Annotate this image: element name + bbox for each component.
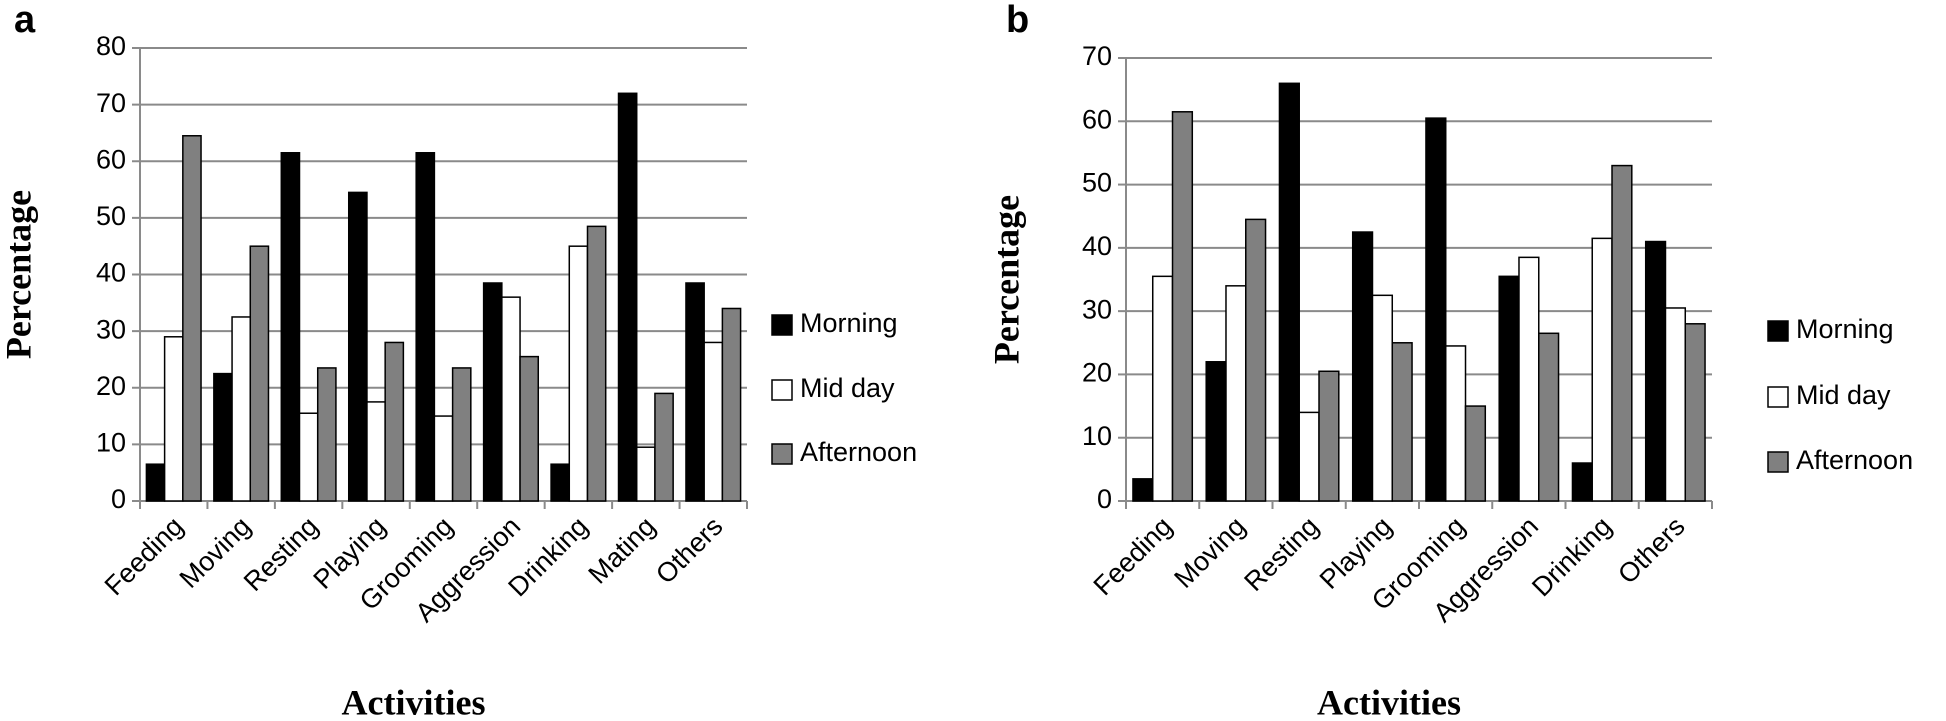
bar	[721, 307, 742, 502]
bar	[1571, 462, 1593, 502]
x-tick-label: Others	[1612, 511, 1691, 590]
x-tick-label: Drinking	[1526, 511, 1617, 602]
bar	[1444, 345, 1467, 502]
legend-label: Afternoon	[1796, 445, 1913, 475]
bar	[1644, 240, 1667, 502]
legend-label: Mid day	[800, 373, 895, 403]
x-axis-title: Activities	[342, 682, 486, 721]
bar	[1464, 405, 1487, 502]
bar	[635, 446, 656, 502]
bar	[451, 367, 472, 502]
bar	[1684, 323, 1706, 502]
y-tick-label: 10	[1082, 421, 1112, 451]
bar	[1391, 342, 1413, 502]
bar	[347, 191, 368, 502]
bar	[568, 245, 589, 502]
bar	[1498, 275, 1520, 502]
y-tick-label: 30	[96, 314, 126, 344]
bar	[316, 367, 337, 502]
legend-swatch	[771, 314, 793, 336]
x-tick-label: Moving	[1168, 511, 1251, 594]
x-tick-label: Resting	[1238, 511, 1324, 597]
legend-swatch	[771, 379, 793, 401]
x-tick-label: Resting	[238, 511, 324, 597]
bar	[1611, 164, 1633, 502]
y-tick-label: 50	[96, 201, 126, 231]
bar	[415, 152, 436, 502]
legend-swatch	[771, 443, 793, 465]
bar	[1278, 82, 1300, 502]
bar	[1664, 307, 1687, 502]
y-tick-label: 70	[96, 88, 126, 118]
bar	[1538, 332, 1560, 502]
bar	[1151, 275, 1174, 502]
y-tick-label: 0	[111, 484, 126, 514]
y-tick-label: 30	[1082, 294, 1112, 324]
bar	[384, 341, 405, 502]
bar	[1371, 294, 1394, 502]
bar	[501, 296, 521, 502]
bar	[654, 392, 674, 502]
x-tick-label: Mating	[583, 511, 662, 590]
panel-label: b	[1006, 0, 1029, 41]
bar	[519, 355, 540, 502]
bar	[366, 401, 386, 502]
y-tick-label: 70	[1082, 41, 1112, 71]
bar	[550, 463, 571, 502]
bar	[280, 152, 301, 502]
y-tick-label: 40	[96, 258, 126, 288]
bar	[1171, 111, 1194, 502]
bar	[1298, 411, 1320, 502]
bar	[1205, 361, 1227, 502]
y-tick-label: 50	[1082, 168, 1112, 198]
bar	[617, 92, 638, 502]
bar	[433, 415, 454, 502]
x-tick-label: Feeding	[99, 511, 189, 601]
panel-label: a	[14, 0, 36, 41]
bar	[231, 316, 252, 502]
bar	[1318, 370, 1340, 502]
bar	[703, 341, 724, 502]
legend-swatch	[1767, 320, 1789, 342]
legend-label: Morning	[1796, 314, 1894, 344]
bar	[163, 336, 184, 502]
bar	[213, 372, 233, 502]
y-tick-label: 20	[96, 371, 126, 401]
bar	[1425, 117, 1447, 502]
x-tick-label: Feeding	[1088, 511, 1178, 601]
legend-label: Mid day	[1796, 380, 1891, 410]
legend-swatch	[1767, 386, 1789, 408]
y-axis-title: Percentage	[0, 190, 38, 359]
bar	[1245, 218, 1267, 502]
bar	[1132, 478, 1154, 502]
legend-swatch	[1767, 451, 1789, 473]
y-tick-label: 0	[1097, 484, 1112, 514]
y-tick-label: 20	[1082, 358, 1112, 388]
y-tick-label: 80	[96, 31, 126, 61]
legend-label: Morning	[800, 308, 898, 338]
bar	[1225, 285, 1247, 502]
bar	[1591, 237, 1613, 502]
y-axis-title: Percentage	[986, 195, 1026, 364]
legend-label: Afternoon	[800, 437, 917, 467]
x-axis-title: Activities	[1317, 682, 1461, 721]
bar	[482, 282, 503, 502]
bar	[145, 463, 166, 502]
y-tick-label: 60	[96, 144, 126, 174]
bar	[1518, 256, 1540, 502]
x-tick-label: Others	[650, 511, 729, 590]
y-tick-label: 60	[1082, 104, 1112, 134]
bar	[298, 412, 319, 502]
bar	[586, 225, 607, 502]
bar	[1351, 231, 1374, 502]
bar	[685, 282, 705, 502]
y-tick-label: 10	[96, 428, 126, 458]
bar	[249, 245, 270, 502]
bar	[182, 135, 202, 502]
y-tick-label: 40	[1082, 231, 1112, 261]
